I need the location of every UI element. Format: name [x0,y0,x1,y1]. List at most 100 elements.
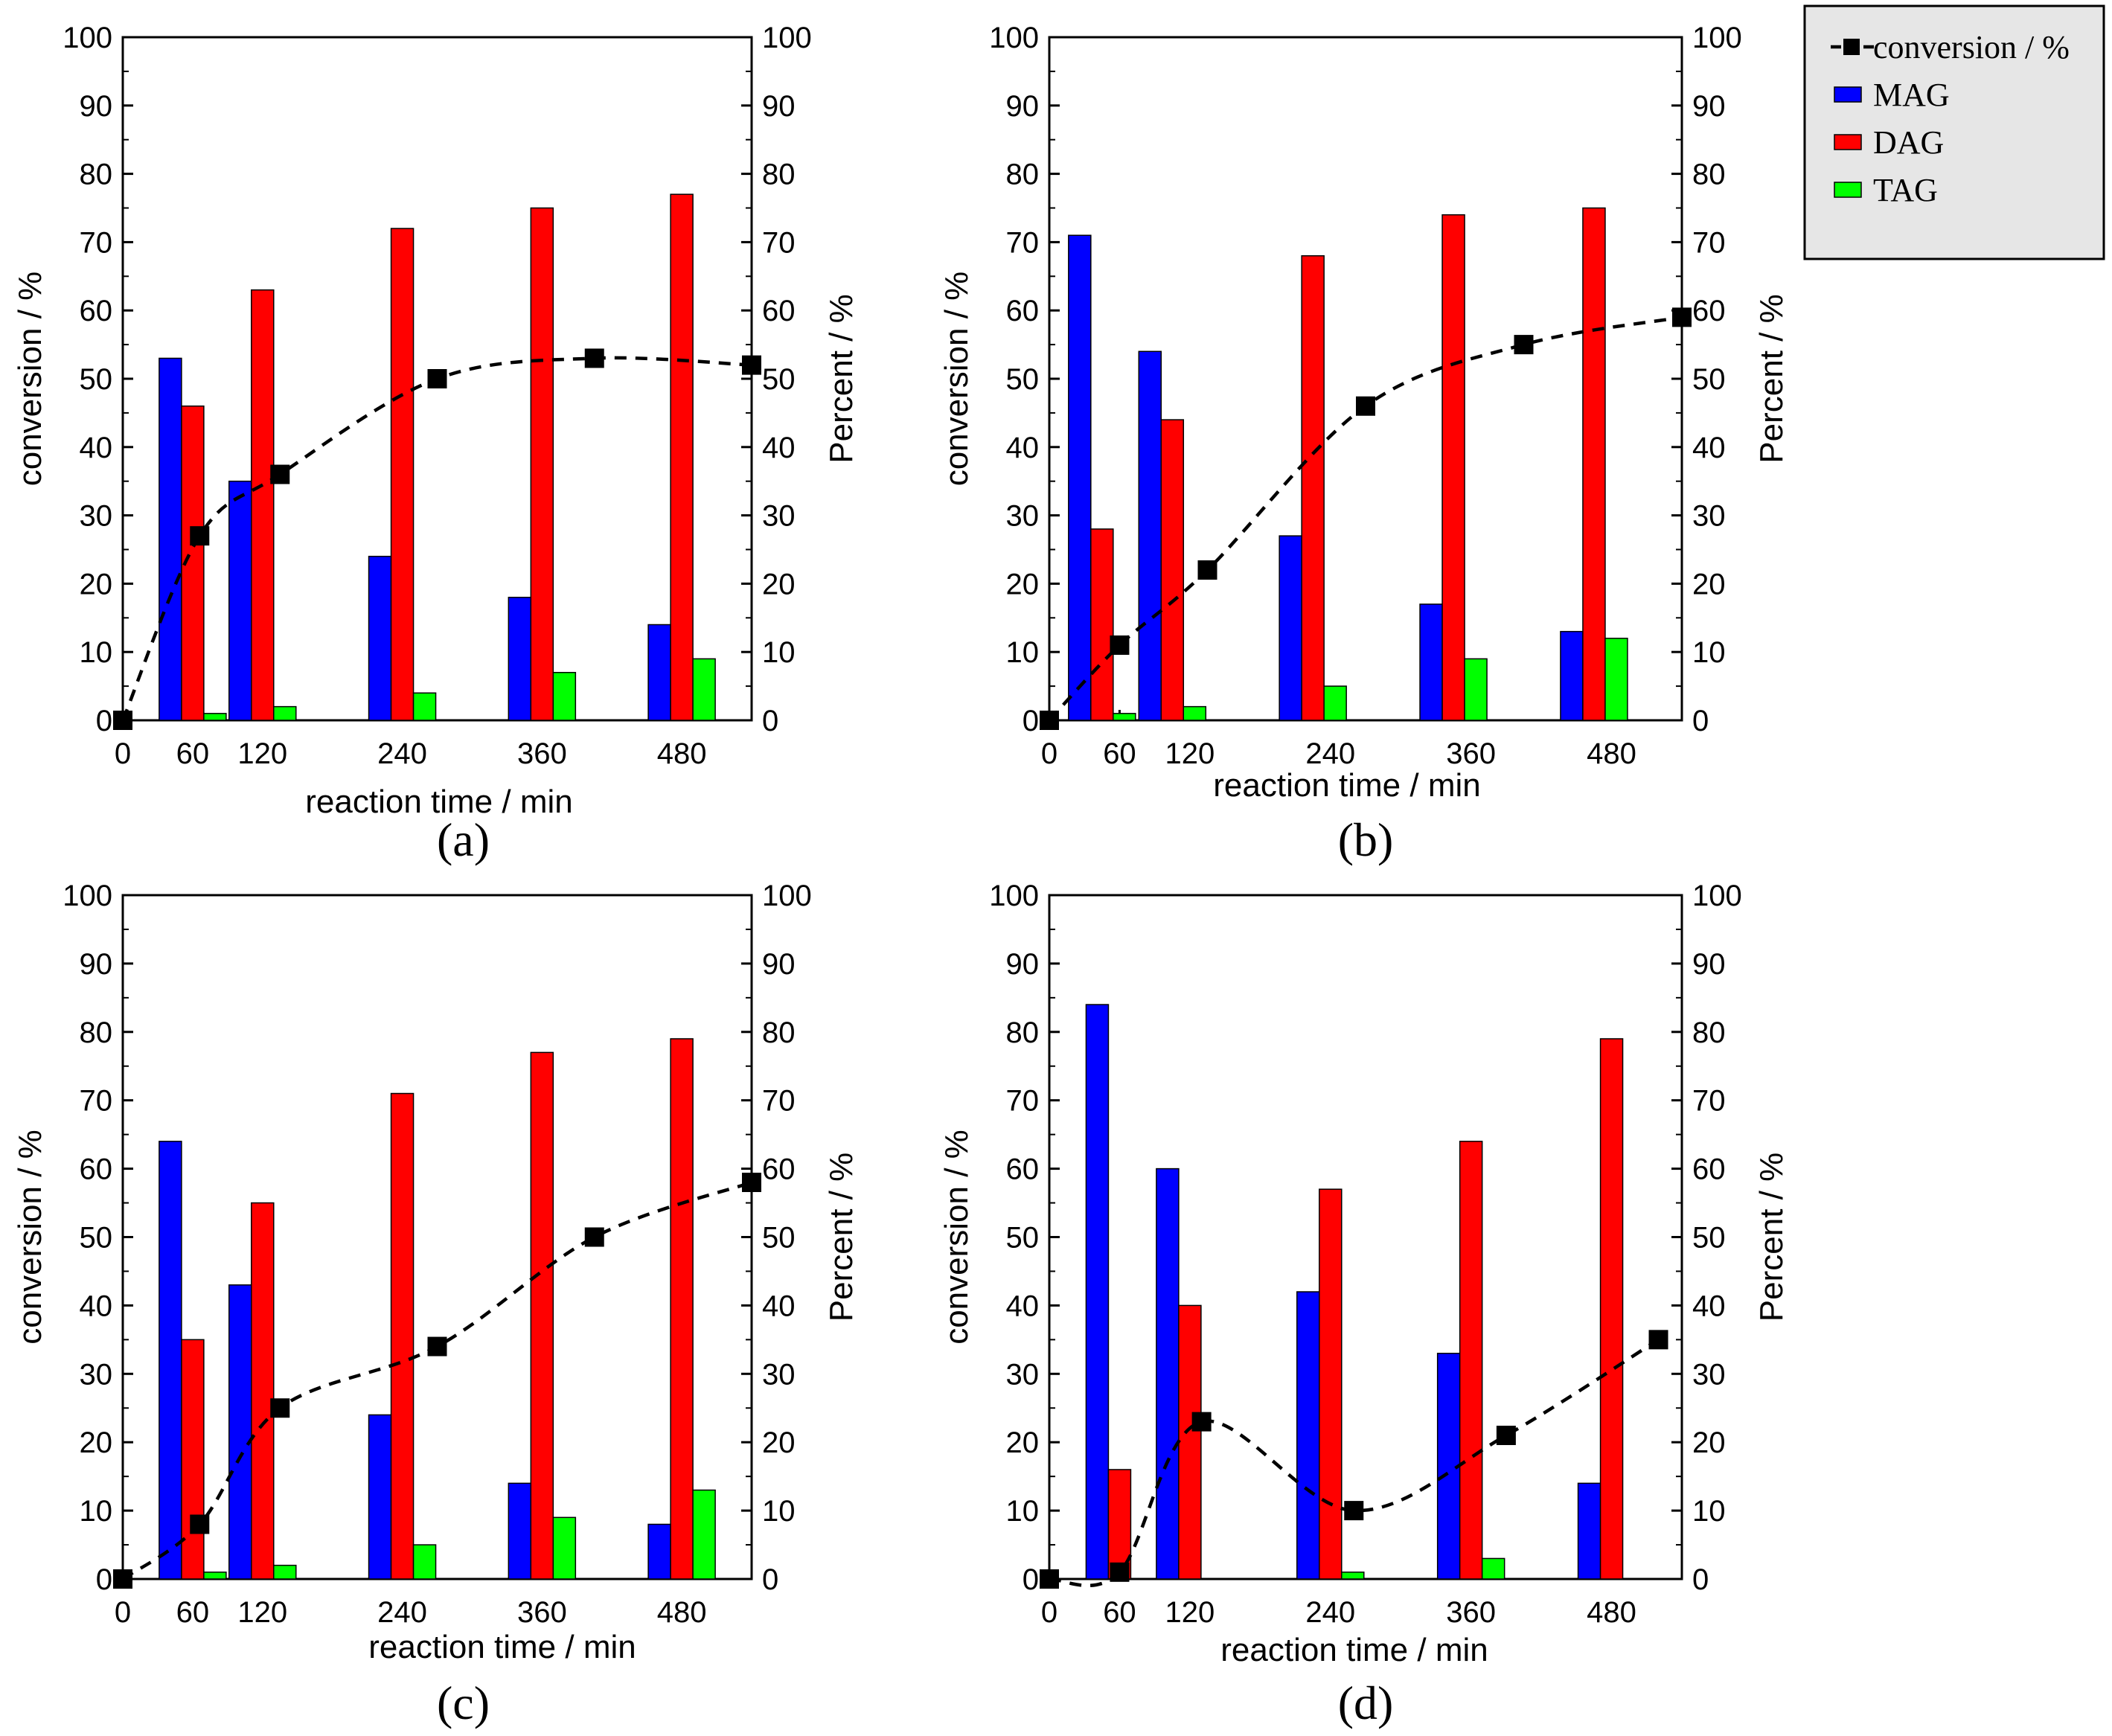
bar-mag [1560,630,1584,721]
y-tick-label-left: 30 [1006,500,1040,533]
conversion-point [270,464,290,484]
bar-tag [412,692,437,721]
conversion-line [1049,1338,1660,1587]
y-tick-label-right: 20 [762,1426,796,1459]
x-tick-label: 480 [657,737,707,770]
bar-dag [390,228,415,721]
bar-mag [647,1523,671,1580]
y-tick-label-left: 0 [96,705,112,737]
y-tick-label-right: 30 [762,1358,796,1391]
y-tick-label-right: 20 [762,568,796,600]
y-tick-label-left: 50 [1006,1222,1040,1255]
bar-dag [1160,419,1185,721]
bar-dag [390,1092,415,1580]
bar-mag [228,480,252,721]
y-tick-label-right: 40 [1692,432,1726,464]
y-tick-label-right: 10 [762,1495,796,1528]
bar-tag [273,1564,297,1580]
y-tick-label-right: 0 [1692,1563,1709,1596]
bar-mag [647,624,671,721]
conversion-point [190,526,210,546]
y-tick-label-left: 10 [80,1495,113,1528]
y-tick-label-left: 30 [1006,1358,1040,1391]
y-tick-label-left: 10 [80,636,113,669]
y-tick-label-right: 80 [1692,1016,1726,1049]
bar-tag [552,1516,577,1580]
bar-dag [670,1038,694,1580]
y-tick-label-left: 0 [96,1563,112,1596]
conversion-point [584,1227,604,1247]
y-tick-label-left: 40 [80,1290,113,1322]
bar-mag [1138,350,1162,721]
x-tick-label: 120 [1165,1596,1215,1629]
y-tick-label-left: 70 [1006,226,1040,259]
bar-mag [1419,603,1443,721]
y-tick-label-left: 80 [1006,158,1040,191]
y-tick-label-left: 10 [1006,636,1040,669]
x-axis-title: reaction time / min [368,1629,636,1665]
x-tick-label: 60 [176,1596,210,1629]
y-tick-label-left: 60 [1006,295,1040,327]
conversion-point [1197,560,1217,580]
y-tick-label-right: 80 [762,1016,796,1049]
y-tick-label-right: 50 [762,363,796,396]
panel-label: (a) [437,813,490,866]
y-tick-label-right: 90 [762,90,796,123]
legend-swatch-mag [1834,86,1862,103]
bar-dag [1582,207,1606,721]
bar-tag [692,658,716,721]
y-tick-label-left: 100 [63,880,112,912]
y-tick-label-right: 30 [1692,1358,1726,1391]
y-tick-label-left: 90 [1006,90,1040,123]
x-tick-label: 360 [517,1596,567,1629]
bar-mag [159,357,182,721]
bar-mag [508,1482,532,1580]
y-tick-label-left: 40 [1006,1290,1040,1322]
bar-tag [1113,713,1136,721]
y-tick-label-left: 70 [1006,1085,1040,1118]
y-tick-label-right: 90 [762,948,796,981]
y-tick-label-left: 90 [1006,948,1040,981]
x-tick-label: 60 [1103,737,1136,770]
x-tick-label: 120 [237,1596,287,1629]
y-tick-label-right: 10 [1692,636,1726,669]
y-tick-label-left: 40 [80,432,113,464]
y-tick-label-right: 60 [1692,1153,1726,1186]
conversion-point [1344,1501,1364,1521]
conversion-point [584,348,604,368]
conversion-point [1514,335,1534,355]
y-tick-label-right: 80 [1692,158,1726,191]
bar-dag [530,1051,554,1580]
bar-tag [1341,1572,1365,1580]
y-tick-label-left: 100 [989,22,1039,54]
plot-frame [1048,894,1683,1580]
y-tick-label-left: 10 [1006,1495,1040,1528]
legend-label: MAG [1873,77,1950,113]
x-tick-label: 240 [1305,1596,1355,1629]
conversion-point [1040,1569,1059,1589]
y-axis-title-right: Percent / % [1753,1153,1790,1322]
conversion-point [113,711,132,730]
bar-tag [412,1544,437,1580]
y-tick-label-left: 20 [80,568,113,600]
x-tick-label: 480 [1587,1596,1636,1629]
y-tick-label-right: 60 [762,1153,796,1186]
panels: 0 0 10 10 20 20 30 30 40 40 50 50 60 60 70 70 80 80 90 90 10… [12,22,1790,1729]
bar-mag [1577,1482,1601,1580]
y-tick-label-left: 80 [80,158,113,191]
conversion-point [1191,1412,1212,1432]
legend: conversion / % MAG DAG TAG [1803,4,2105,260]
conversion-point [427,369,447,388]
conversion-point [1672,307,1692,327]
x-tick-label: 360 [517,737,567,770]
x-axis-title: reaction time / min [1213,767,1480,804]
panel-label: (d) [1338,1676,1394,1729]
y-tick-label-left: 90 [80,90,113,123]
bar-dag [251,289,275,721]
y-tick-label-right: 10 [1692,1495,1726,1528]
y-tick-label-left: 60 [80,295,113,327]
bar-tag [1481,1557,1505,1580]
y-tick-label-right: 40 [1692,1290,1726,1322]
